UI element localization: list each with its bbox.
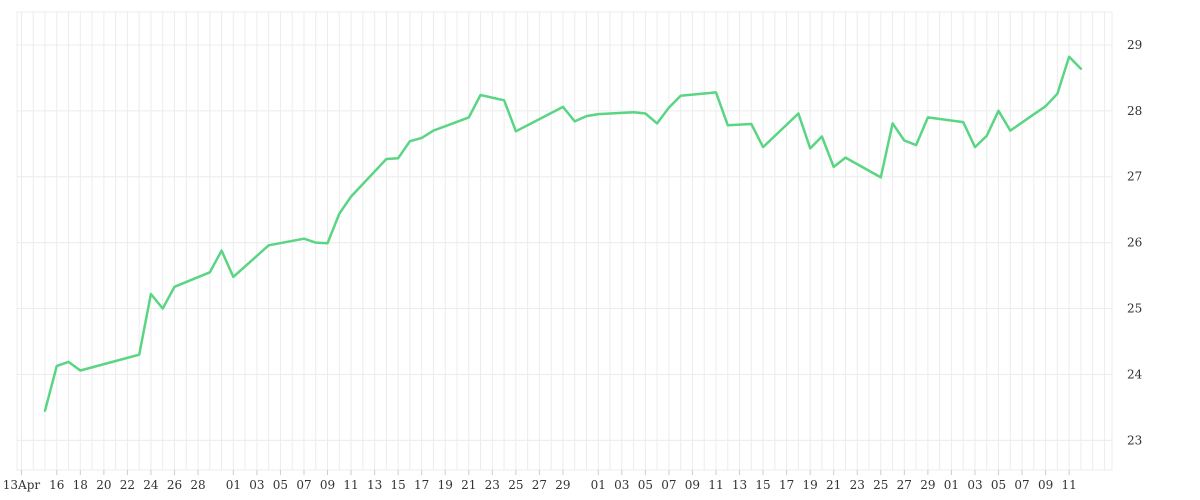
y-tick-label: 27 — [1127, 170, 1142, 184]
x-tick-label: 28 — [190, 478, 205, 492]
x-tick-label: 13Apr — [3, 478, 41, 492]
x-tick-label: 26 — [167, 478, 182, 492]
x-tick-label: 19 — [438, 478, 453, 492]
y-tick-label: 28 — [1127, 104, 1142, 118]
x-tick-label: 09 — [685, 478, 700, 492]
plot-frame — [16, 11, 1113, 471]
x-tick-label: 23 — [485, 478, 500, 492]
x-tick-label: 18 — [73, 478, 88, 492]
x-tick-label: 17 — [414, 478, 429, 492]
x-tick-label: 03 — [967, 478, 982, 492]
x-tick-label: 17 — [779, 478, 794, 492]
y-tick-label: 25 — [1127, 302, 1142, 316]
x-tick-label: 23 — [850, 478, 865, 492]
x-tick-label: 03 — [249, 478, 264, 492]
y-tick-label: 29 — [1127, 38, 1142, 52]
x-tick-label: 22 — [120, 478, 135, 492]
x-tick-label: 07 — [661, 478, 676, 492]
x-tick-label: 15 — [755, 478, 770, 492]
x-tick-label: 03 — [614, 478, 629, 492]
series — [43, 55, 1083, 412]
x-tick-label: 11 — [708, 478, 723, 492]
x-tick-label: 19 — [803, 478, 818, 492]
x-tick-label: 11 — [343, 478, 358, 492]
y-tick-label: 26 — [1127, 236, 1142, 250]
x-tick-label: 29 — [555, 478, 570, 492]
x-tick-label: 25 — [873, 478, 888, 492]
x-tick-label: 20 — [96, 478, 111, 492]
x-tick-label: 01 — [944, 478, 959, 492]
x-tick-label: 09 — [320, 478, 335, 492]
x-tick-label: 05 — [273, 478, 288, 492]
y-tick-label: 23 — [1127, 433, 1142, 447]
x-tick-label: 24 — [143, 478, 159, 492]
x-tick-label: 11 — [1061, 478, 1076, 492]
x-tick-label: 01 — [591, 478, 606, 492]
series-line — [43, 55, 1083, 412]
x-tick-label: 21 — [461, 478, 476, 492]
y-tick-label: 24 — [1127, 367, 1143, 381]
x-tick-label: 01 — [226, 478, 241, 492]
x-tick-label: 25 — [508, 478, 523, 492]
grid — [16, 11, 1113, 471]
x-tick-label: 13 — [732, 478, 747, 492]
x-axis-ticks: 13Apr 16 18 20 22 24 26 28 01 03 05 07 09 11 13 15 17 19 2… — [3, 470, 1077, 492]
x-tick-label: 13 — [367, 478, 382, 492]
x-tick-label: 27 — [897, 478, 912, 492]
x-tick-label: 05 — [638, 478, 653, 492]
x-tick-label: 16 — [49, 478, 64, 492]
x-tick-label: 21 — [826, 478, 841, 492]
x-tick-label: 09 — [1038, 478, 1053, 492]
x-tick-label: 07 — [1014, 478, 1029, 492]
x-tick-label: 07 — [296, 478, 311, 492]
x-tick-label: 27 — [532, 478, 547, 492]
x-tick-label: 15 — [391, 478, 406, 492]
x-tick-label: 05 — [991, 478, 1006, 492]
x-tick-label: 29 — [920, 478, 935, 492]
y-axis-ticks: 23 24 25 26 27 28 29 — [1127, 38, 1143, 447]
